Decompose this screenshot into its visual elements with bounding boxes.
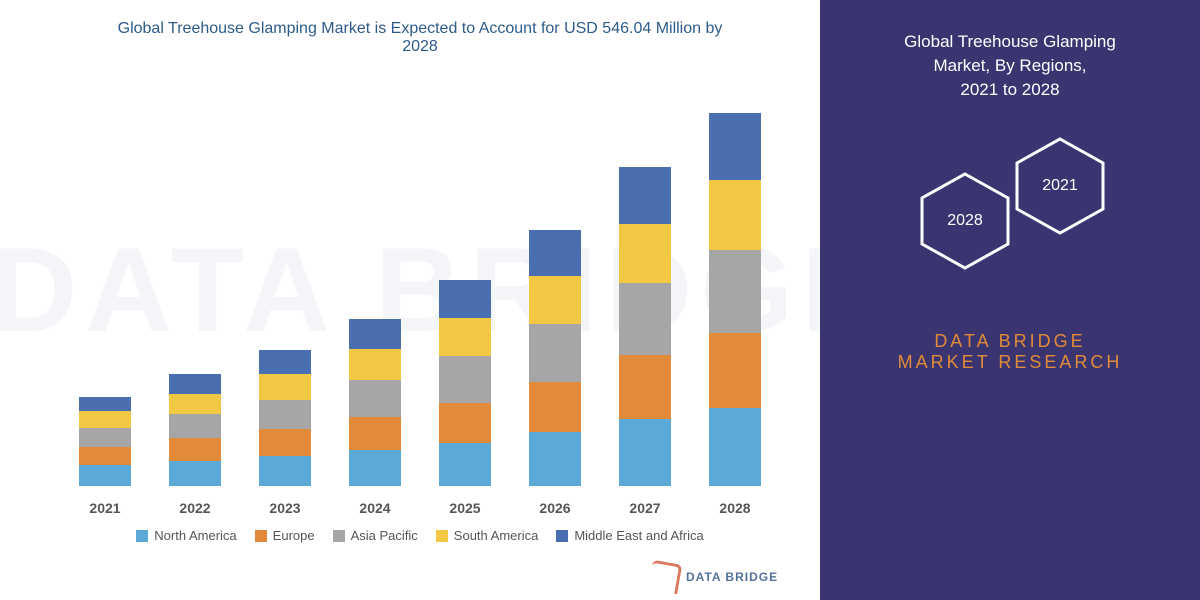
brand-line2: MARKET RESEARCH — [898, 352, 1123, 372]
chart-title: Global Treehouse Glamping Market is Expe… — [40, 20, 800, 56]
bar-segment — [619, 224, 671, 284]
bar-segment — [79, 465, 131, 486]
side-panel-title: Global Treehouse Glamping Market, By Reg… — [840, 30, 1180, 101]
bar-segment — [709, 333, 761, 408]
hexagon-2028: 2028 — [915, 171, 1015, 271]
bar-group — [610, 167, 680, 486]
chart-area: Global Treehouse Glamping Market is Expe… — [0, 0, 820, 600]
bar-segment — [439, 356, 491, 402]
side-title-line1: Global Treehouse Glamping — [904, 32, 1116, 51]
legend-label: North America — [154, 528, 236, 543]
x-axis-label: 2028 — [700, 500, 770, 516]
bar-group — [160, 374, 230, 486]
bar-segment — [349, 380, 401, 417]
legend-swatch — [136, 530, 148, 542]
bar-group — [430, 280, 500, 486]
legend-item: Middle East and Africa — [556, 528, 703, 543]
bar-segment — [349, 417, 401, 450]
legend-swatch — [255, 530, 267, 542]
legend-label: Europe — [273, 528, 315, 543]
bar-group — [70, 397, 140, 486]
bar-segment — [709, 113, 761, 180]
side-title-line2: Market, By Regions, — [933, 56, 1086, 75]
bar-segment — [529, 432, 581, 486]
side-panel: Global Treehouse Glamping Market, By Reg… — [820, 0, 1200, 600]
bottom-logo-icon — [648, 560, 683, 595]
hexagon-graphic: 2028 2021 — [880, 131, 1140, 291]
legend-label: Middle East and Africa — [574, 528, 703, 543]
legend-item: Asia Pacific — [333, 528, 418, 543]
bar-segment — [619, 167, 671, 224]
bar-segment — [79, 447, 131, 465]
bar-segment — [169, 394, 221, 415]
bar-segment — [169, 438, 221, 460]
bar-segment — [349, 349, 401, 380]
x-axis-label: 2024 — [340, 500, 410, 516]
bar-segment — [349, 450, 401, 486]
bar-group — [340, 319, 410, 486]
x-axis-label: 2022 — [160, 500, 230, 516]
x-axis-labels: 2021 2022 2023 2024 2025 2026 2027 2028 — [60, 500, 780, 516]
bar-segment — [439, 443, 491, 486]
legend-item: Europe — [255, 528, 315, 543]
bar-segment — [259, 456, 311, 486]
bar-segment — [529, 230, 581, 276]
bar-segment — [169, 414, 221, 438]
legend-item: North America — [136, 528, 236, 543]
bar-segment — [349, 319, 401, 349]
bars-container — [60, 76, 780, 486]
bar-segment — [259, 374, 311, 399]
bar-segment — [529, 324, 581, 382]
bar-segment — [619, 419, 671, 486]
bar-group — [250, 350, 320, 486]
bar-segment — [619, 283, 671, 355]
x-axis-label: 2023 — [250, 500, 320, 516]
side-title-line3: 2021 to 2028 — [960, 80, 1059, 99]
x-axis-label: 2027 — [610, 500, 680, 516]
bar-segment — [439, 403, 491, 443]
bar-segment — [169, 374, 221, 393]
bar-segment — [259, 429, 311, 456]
hex-label-2028: 2028 — [947, 212, 983, 230]
bar-segment — [619, 355, 671, 419]
bar-segment — [169, 461, 221, 486]
legend-swatch — [333, 530, 345, 542]
legend-label: South America — [454, 528, 539, 543]
bar-segment — [709, 180, 761, 250]
x-axis-label: 2025 — [430, 500, 500, 516]
bar-group — [520, 230, 590, 486]
legend-swatch — [556, 530, 568, 542]
bar-segment — [709, 250, 761, 333]
bar-segment — [79, 411, 131, 427]
bar-segment — [439, 318, 491, 357]
x-axis-label: 2026 — [520, 500, 590, 516]
bar-segment — [439, 280, 491, 317]
bottom-logo: DATA BRIDGE — [650, 562, 778, 592]
bar-segment — [259, 400, 311, 430]
bottom-logo-text: DATA BRIDGE — [686, 570, 778, 584]
bar-segment — [79, 428, 131, 447]
legend-swatch — [436, 530, 448, 542]
bar-segment — [709, 408, 761, 486]
chart-legend: North America Europe Asia Pacific South Ame… — [40, 528, 800, 543]
bar-segment — [529, 382, 581, 433]
bar-segment — [79, 397, 131, 412]
hexagon-2021: 2021 — [1010, 136, 1110, 236]
bar-segment — [259, 350, 311, 374]
legend-item: South America — [436, 528, 539, 543]
bar-group — [700, 113, 770, 486]
bar-segment — [529, 276, 581, 324]
hex-label-2021: 2021 — [1042, 177, 1078, 195]
brand-text: DATA BRIDGE MARKET RESEARCH — [840, 331, 1180, 373]
x-axis-label: 2021 — [70, 500, 140, 516]
legend-label: Asia Pacific — [351, 528, 418, 543]
chart-plot: 2021 2022 2023 2024 2025 2026 2027 2028 — [60, 76, 780, 516]
brand-line1: DATA BRIDGE — [934, 331, 1085, 351]
